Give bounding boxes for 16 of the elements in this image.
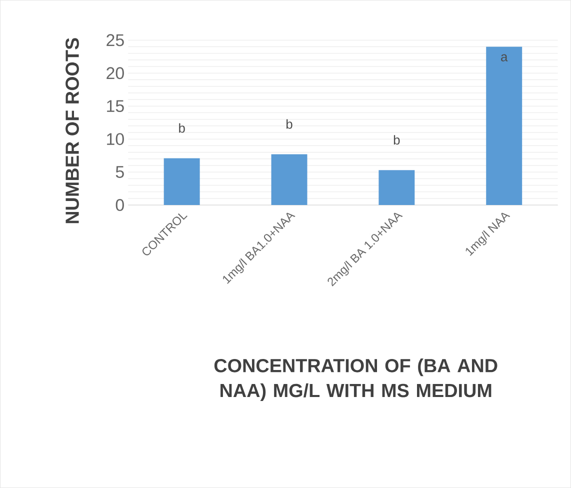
y-axis-title: NUMBER OF ROOTS (66, 38, 79, 224)
y-tick-label: 15 (107, 100, 124, 112)
annotation: b (179, 123, 185, 133)
bar (486, 46, 522, 206)
y-tick-label: 25 (106, 34, 124, 46)
annotation: b (394, 135, 400, 145)
y-tick-label: 20 (106, 67, 124, 80)
annotation: a (501, 54, 508, 62)
bar (164, 158, 200, 206)
x-axis-title: CONCENTRATION OF (BA AND NAA) MG/L WITH MS MEDIUM (214, 358, 498, 401)
y-tick-label: 0 (116, 199, 124, 212)
y-tick-label: 10 (107, 133, 124, 146)
annotation: b (286, 119, 292, 129)
bar (378, 170, 415, 206)
y-tick-label: 5 (116, 166, 124, 178)
bar (271, 154, 308, 206)
